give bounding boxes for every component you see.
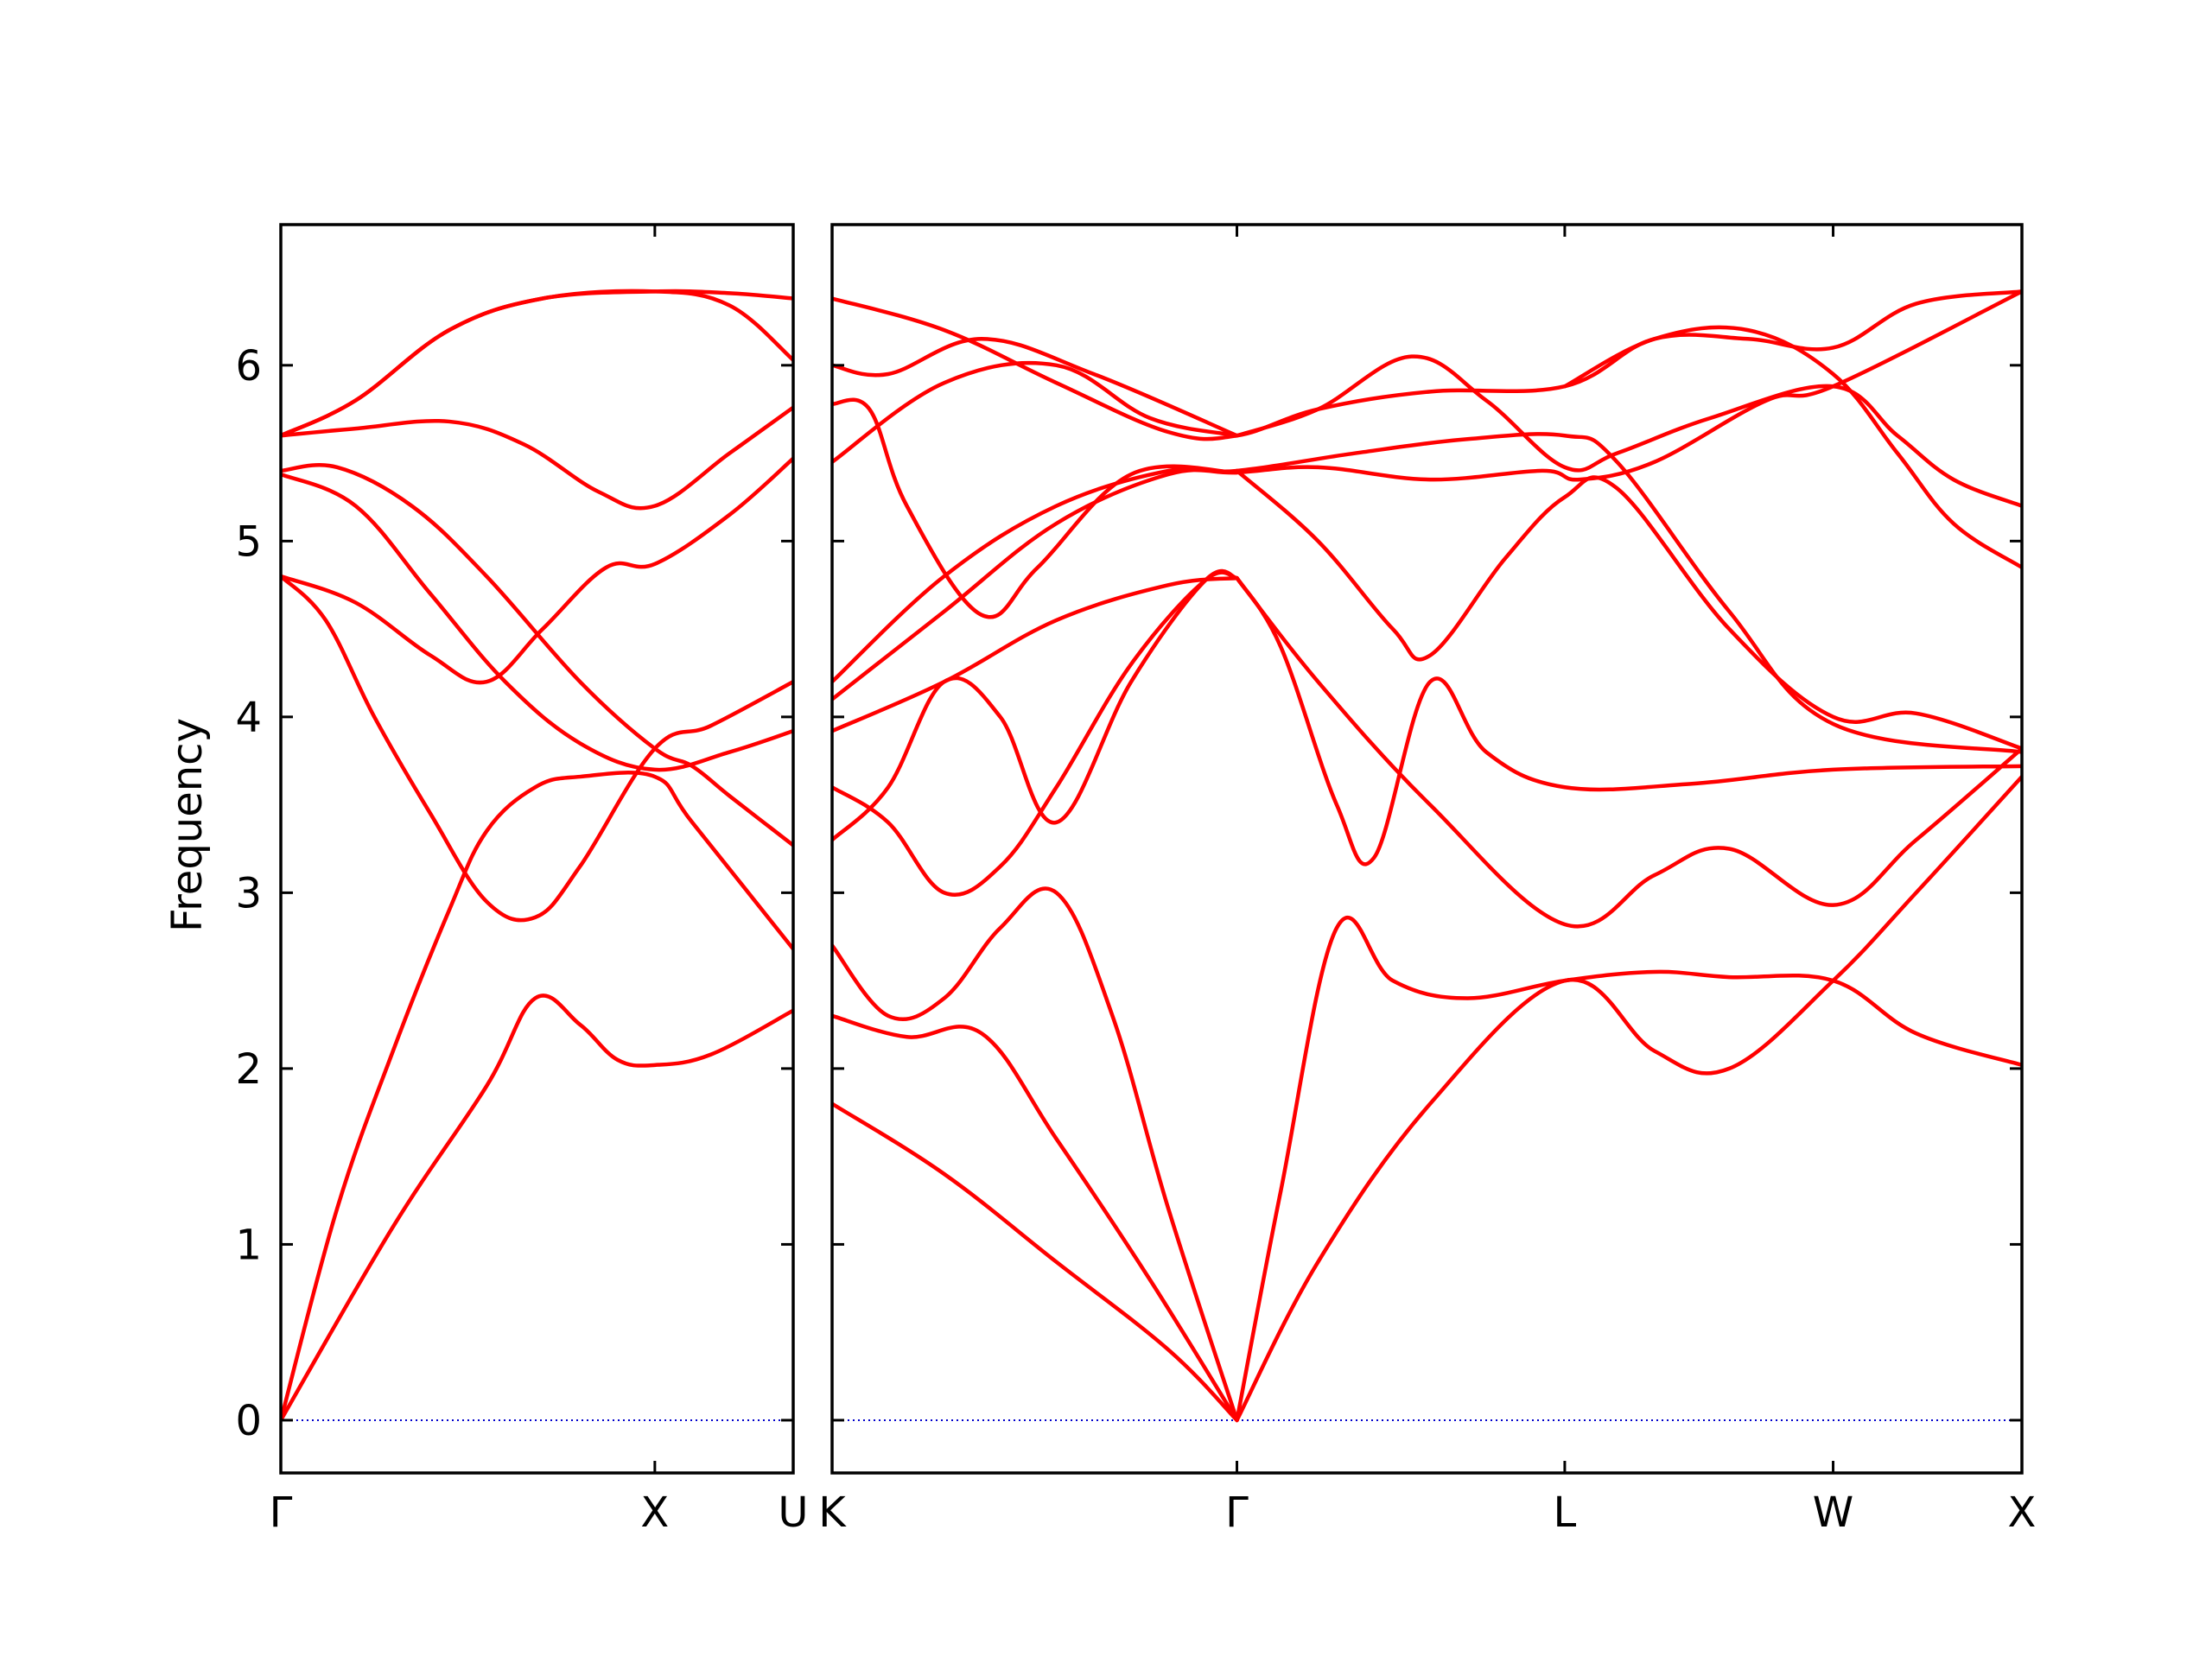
band-line: [832, 289, 2022, 701]
band-line: [832, 570, 1239, 898]
x-tick-label: X: [2008, 1488, 2037, 1537]
band-line: [832, 568, 1239, 842]
x-tick-label: X: [640, 1488, 669, 1537]
band-line: [1235, 575, 2022, 929]
y-tick-label: 3: [235, 869, 262, 917]
x-tick-label: Γ: [270, 1488, 293, 1537]
panel-1-frame: [279, 223, 795, 1475]
y-axis-label: Frequency: [163, 718, 212, 932]
band-line: [832, 337, 1239, 438]
band-line: [281, 405, 793, 511]
x-tick-label: L: [1554, 1488, 1577, 1537]
y-tick-label: 5: [235, 517, 262, 566]
y-tick-label: 1: [235, 1221, 262, 1269]
band-line: [832, 886, 1239, 1423]
band-line: [832, 397, 1239, 619]
y-tick-label: 6: [235, 342, 262, 390]
x-tick-label: K: [818, 1488, 847, 1537]
band-line: [832, 1101, 1239, 1423]
band-line: [281, 993, 793, 1423]
x-tick-label: W: [1813, 1488, 1853, 1537]
x-tick-label: Γ: [1225, 1488, 1249, 1537]
band-line: [281, 456, 793, 685]
band-line: [281, 289, 793, 438]
y-tick-label: 4: [235, 694, 262, 742]
band-line: [1235, 575, 2022, 866]
x-tick-label: U: [778, 1488, 808, 1537]
band-line: [281, 771, 793, 1423]
band-line: [1235, 916, 2022, 1423]
band-line: [832, 289, 2022, 441]
band-line: [1235, 354, 2022, 508]
panel-1-bands: [281, 289, 793, 1423]
band-line: [1235, 774, 2022, 1423]
band-line: [832, 432, 2022, 754]
bands-layer: [281, 289, 2022, 1423]
band-line: [281, 574, 793, 923]
band-line: [281, 472, 793, 772]
band-line: [1235, 468, 2022, 751]
panel-2-frame: [830, 223, 2024, 1475]
axes-layer: 0 1 2 3 4 5 6 Γ X U K Γ L W X: [235, 223, 2037, 1537]
y-tick-label: 2: [235, 1045, 262, 1094]
band-line: [281, 463, 793, 847]
band-line: [1562, 325, 2022, 570]
band-line: [281, 289, 793, 438]
band-line: [832, 360, 1239, 464]
band-line: [832, 1013, 1239, 1423]
band-line: [832, 575, 1239, 733]
y-tick-label: 0: [235, 1397, 262, 1445]
panel-2-bands: [832, 289, 2022, 1423]
